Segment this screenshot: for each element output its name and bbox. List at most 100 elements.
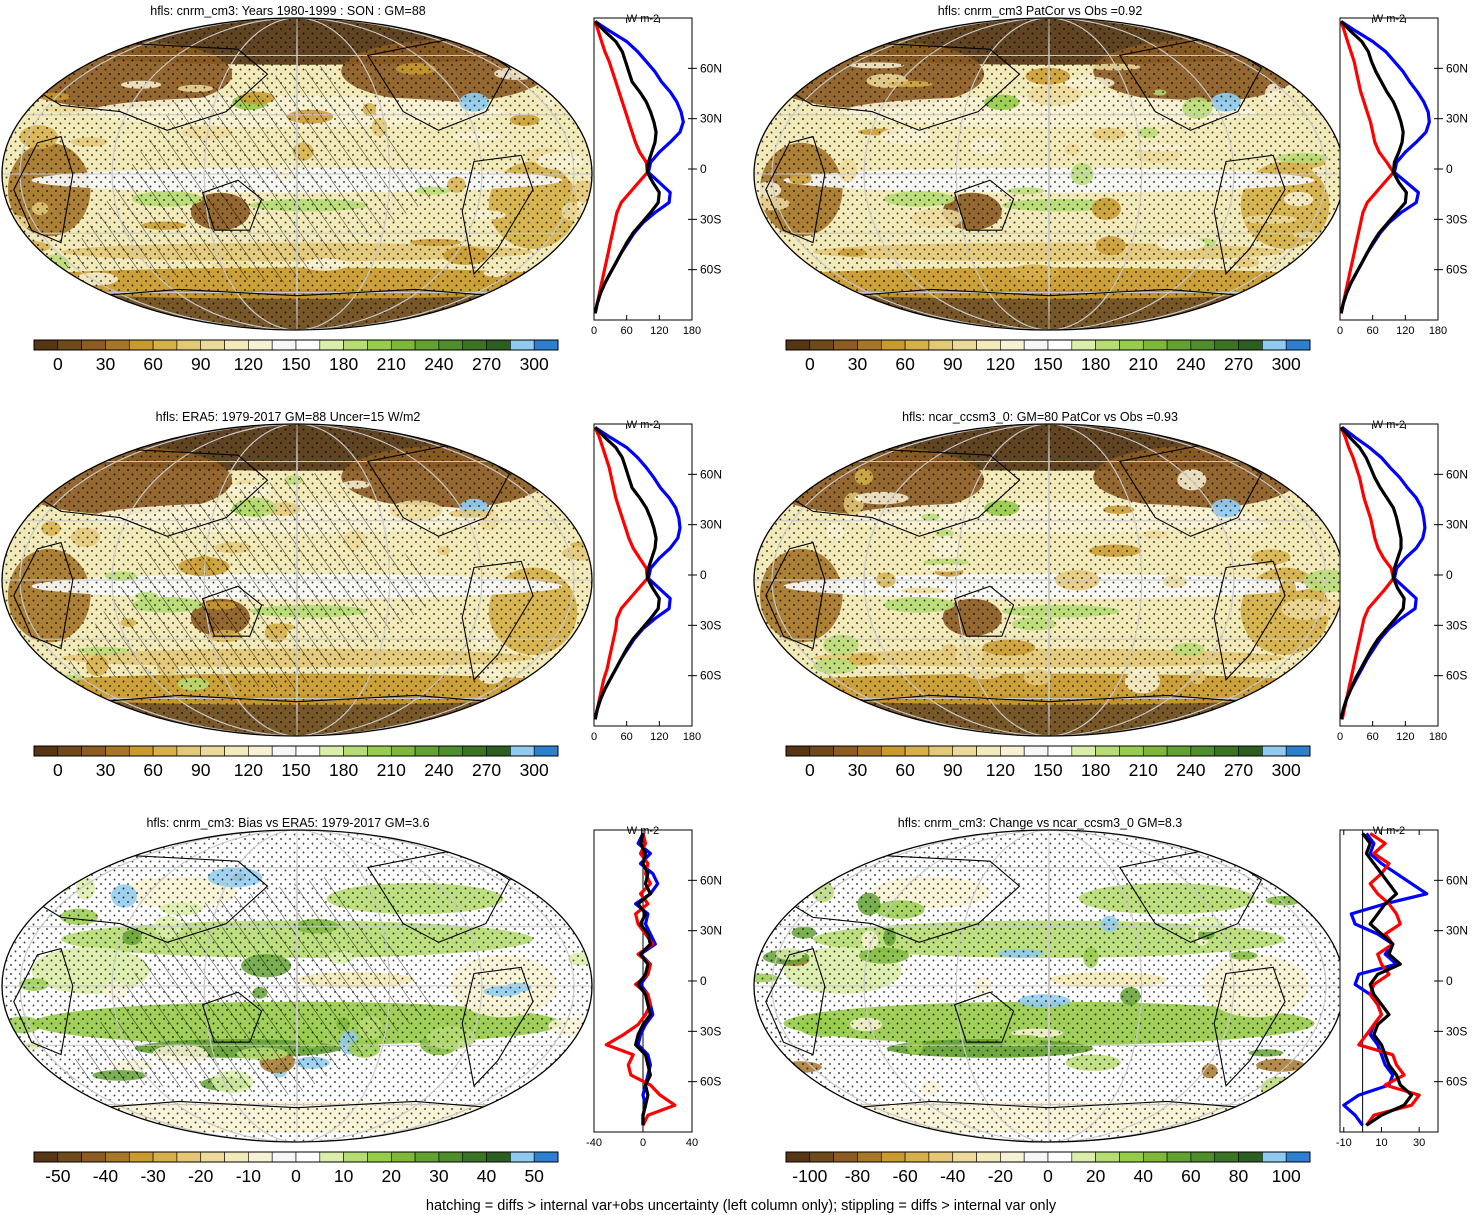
profile-x-tick-label: -40 [586,1137,602,1149]
profile-y-tick-label: 0 [1446,974,1453,988]
graticule-meridian [19,830,575,1142]
colorbar-tick-label: 180 [329,354,358,374]
colorbar-tick-label: 30 [429,1166,449,1186]
continent-outline [770,854,1021,943]
colorbar-frame [785,339,1311,351]
zonal-profile-1: W m-2 60N 30N 0 30S 60S 0 60 120 180 [591,13,722,337]
colorbar-cell [152,1151,178,1163]
colorbar-tick-label: 0 [53,354,63,374]
colorbar-cell [105,1151,130,1163]
colorbar-cell [486,745,511,757]
graticule-meridian [203,424,391,736]
colorbar-tick-label: -30 [140,1166,166,1186]
colorbar-tick-label: -60 [892,1166,918,1186]
colorbar-tick-label: 210 [377,760,406,780]
field-patch [530,683,575,695]
profile-units: W m-2 [1373,419,1405,431]
colorbar-cell [271,339,297,351]
profile-y-tick-label: 60S [1446,669,1467,683]
continent-outline [18,854,269,943]
colorbar-tick-label: 60 [1181,1166,1201,1186]
colorbar-tick-label: 30 [848,760,868,780]
continent-outline [18,42,269,131]
profile-x-tick-label: 0 [1337,731,1343,743]
profile-x-tick-label: 40 [686,1137,698,1149]
panel-title-4: hfls: ncar_ccsm3_0: GM=80 PatCor vs Obs … [902,410,1178,424]
continent-outline [812,1100,1286,1112]
continent-outline [953,179,1015,231]
colorbar-tick-label: 270 [1224,354,1253,374]
colorbar-tick-label: 90 [943,354,963,374]
colorbar-tick-label: 270 [472,354,501,374]
colorbar-tick-label: 180 [329,760,358,780]
panel-title-6: hfls: cnrm_cm3: Change vs ncar_ccsm3_0 G… [898,816,1183,830]
colorbar-cell [1285,1151,1311,1163]
profile-series-model [1339,20,1395,314]
graticule-meridian [955,18,1143,330]
graticule-meridian [771,18,1327,330]
continent-outline [201,179,263,231]
colorbar-tick-label: 40 [477,1166,497,1186]
colorbar-cell [295,339,321,351]
colorbar-tick-label: 180 [1081,760,1110,780]
profile-x-tick-label: 30 [1413,1137,1425,1149]
colorbar-cell [152,339,178,351]
panel-title-1: hfls: cnrm_cm3: Years 1980-1999 : SON : … [150,4,426,18]
field-patch [547,877,592,888]
colorbar-tick-label: 80 [1229,1166,1249,1186]
profile-units: W m-2 [627,419,659,431]
colorbar-cell [248,1151,273,1163]
colorbar-cell [128,1151,154,1163]
continent-outline [461,966,534,1087]
profile-series-alt [1342,832,1429,1127]
field-patch [769,1090,818,1098]
colorbar-tick-label: 30 [848,354,868,374]
colorbar-cell [904,1151,930,1163]
colorbar-cell [1214,745,1239,757]
colorbar-tick-label: 150 [1033,354,1062,374]
graticule-meridian [111,424,483,736]
colorbar-cell [952,745,977,757]
colorbar-frame [33,1151,559,1163]
colorbar-tick-label: 60 [143,760,163,780]
colorbar-tick-label: 90 [943,760,963,780]
colorbar-6: -100 -80 -60 -40 -20 0 20 40 60 80 100 [785,1151,1311,1186]
colorbar-cell [1166,745,1192,757]
colorbar-cell [319,339,344,351]
colorbar-cell [1047,339,1073,351]
continent-outline [812,694,1286,706]
colorbar-cell [904,339,930,351]
colorbar-cell [533,745,559,757]
colorbar-cell [200,1151,225,1163]
panel-title-3: hfls: ERA5: 1979-2017 GM=88 Uncer=15 W/m… [156,410,421,424]
map-border [1,829,593,1143]
colorbar-cell [462,339,487,351]
map-panel-1 [1,17,593,331]
profile-x-tick-label: 10 [1375,1137,1387,1149]
colorbar-cell [1095,339,1120,351]
colorbar-cell [81,1151,106,1163]
colorbar-frame [785,1151,1311,1163]
profile-y-tick-label: 60N [1446,873,1468,887]
profile-x-tick-label: 180 [1429,325,1447,337]
profile-y-tick-label: 30N [1446,924,1468,938]
colorbar-cell [486,1151,511,1163]
colorbar-cell [438,745,464,757]
colorbar-cell [510,1151,535,1163]
profile-y-tick-label: 30S [700,618,721,632]
zonal-profile-2: W m-2 60N 30N 0 30S 60S 0 60 120 180 [1337,13,1468,337]
colorbar-cell [152,745,178,757]
colorbar-tick-label: -40 [93,1166,119,1186]
colorbar-cell [57,1151,82,1163]
colorbar-cell [1000,745,1025,757]
colorbar-tick-label: 240 [424,760,453,780]
profile-y-tick-label: 30S [700,212,721,226]
continent-outline [461,154,534,275]
colorbar-cell [1142,745,1168,757]
colorbar-cell [57,339,82,351]
colorbar-cell [928,339,954,351]
zonal-profile-3: W m-2 60N 30N 0 30S 60S 0 60 120 180 [591,419,722,743]
profile-series-obs [1339,426,1406,720]
profile-x-tick-label: 0 [1337,325,1343,337]
